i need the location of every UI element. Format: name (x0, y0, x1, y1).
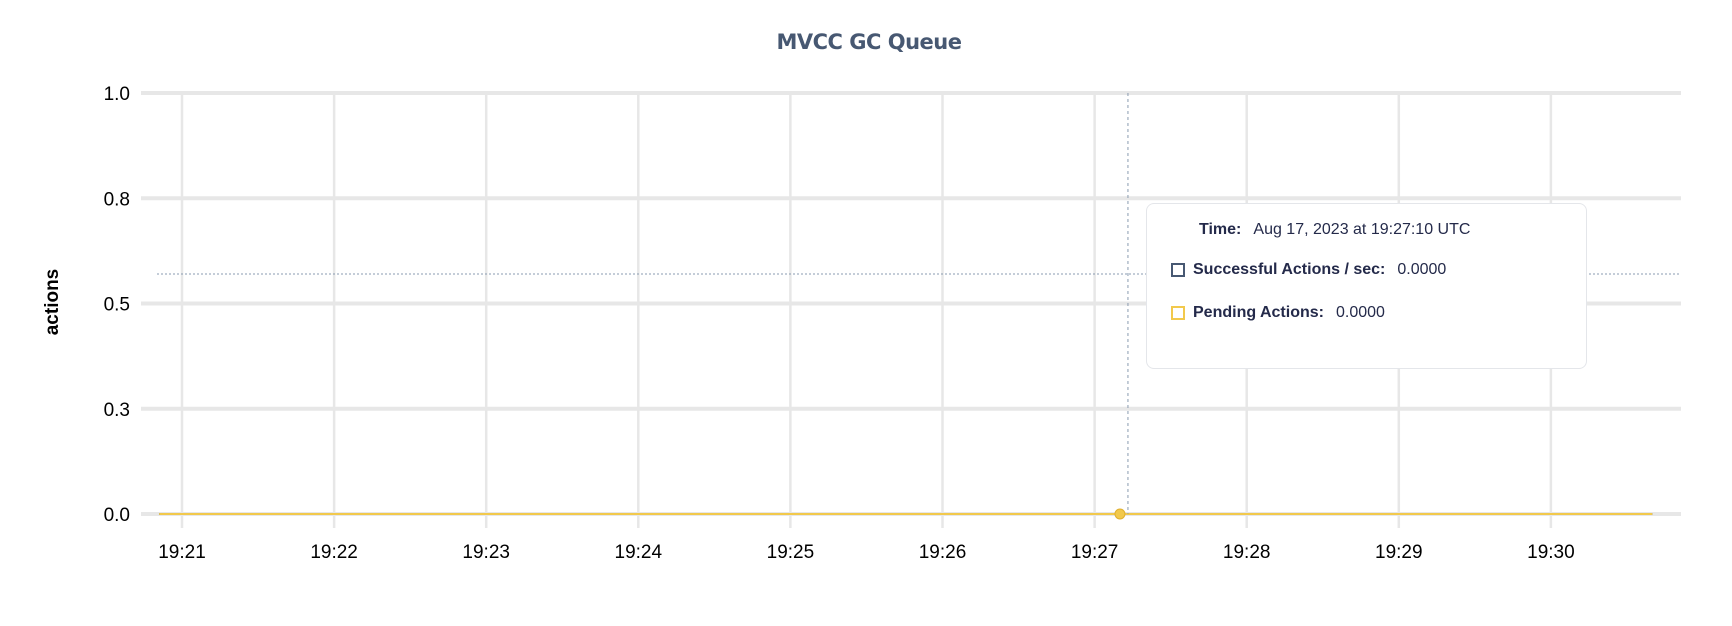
x-tick-label: 19:28 (1223, 542, 1271, 563)
legend-swatch-pending (1171, 306, 1185, 320)
x-tick-label: 19:30 (1527, 542, 1575, 563)
tooltip-time-value: Aug 17, 2023 at 19:27:10 UTC (1253, 221, 1471, 238)
y-tick-label: 0.8 (104, 189, 130, 210)
legend-swatch-successful (1171, 263, 1185, 277)
x-tick-label: 19:25 (767, 542, 815, 563)
tooltip-time-label: Time: (1199, 221, 1242, 238)
x-tick-label: 19:27 (1071, 542, 1119, 563)
x-tick-label: 19:24 (615, 542, 663, 563)
tooltip-series-value: 0.0000 (1335, 304, 1385, 321)
x-tick-label: 19:23 (462, 542, 510, 563)
y-tick-label: 1.0 (104, 84, 130, 105)
hover-point (1114, 508, 1126, 520)
chart-title: MVCC GC Queue (776, 30, 962, 54)
x-tick-label: 19:21 (158, 542, 206, 563)
y-tick-label: 0.3 (104, 400, 130, 421)
y-tick-label: 0.5 (104, 295, 130, 316)
tooltip-series-label: Successful Actions / sec: (1193, 261, 1386, 278)
tooltip-series-value: 0.0000 (1397, 261, 1447, 278)
tooltip-series-label: Pending Actions: (1193, 304, 1324, 321)
x-tick-label: 19:22 (310, 542, 358, 563)
y-tick-label: 0.0 (104, 505, 130, 526)
x-tick-label: 19:26 (919, 542, 967, 563)
x-tick-label: 19:29 (1375, 542, 1423, 563)
chart-tooltip: Time: Aug 17, 2023 at 19:27:10 UTC Succe… (1146, 203, 1587, 369)
